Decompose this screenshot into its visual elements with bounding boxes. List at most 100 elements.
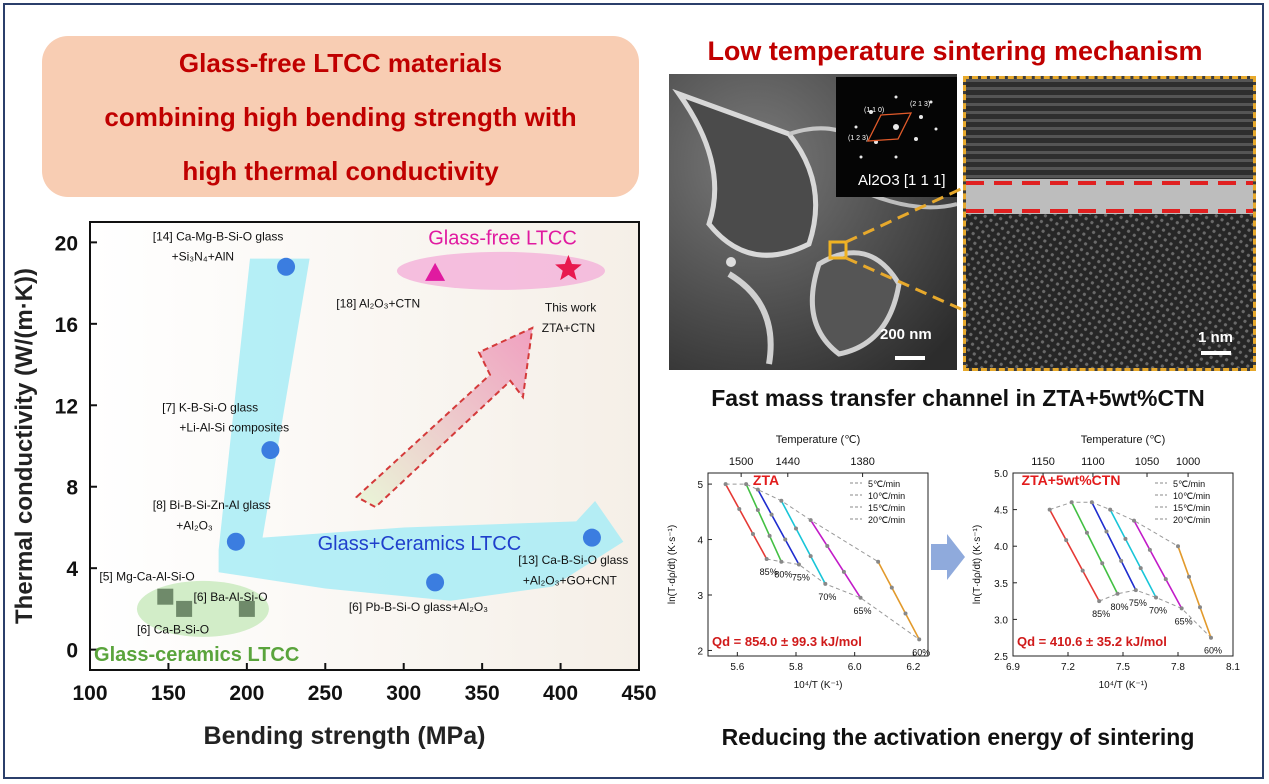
improvement-arrow [354,326,534,509]
y-axis-title: ln(T·dρ/dt) (K·s⁻¹) [972,525,983,604]
data-point-glass-ceramic [157,588,174,605]
density-fit-line [1091,501,1137,591]
rate-data-point [1097,599,1102,604]
rate-data-point [889,585,894,590]
x-tick-label: 7.5 [1116,662,1130,673]
x-axis-title: Bending strength (MPa) [204,722,486,750]
rate-data-point [808,518,813,523]
rate-data-point [1154,595,1158,600]
label-this-work-line2: ZTA+CTN [542,321,595,335]
zoom-region-marker [828,240,848,260]
x-tick-label: 6.9 [1006,662,1020,673]
legend-entry: 20℃/min [868,515,905,525]
diffraction-pattern [854,95,938,159]
diffraction-label-110: (1 1 0) [864,107,885,114]
headline-line-3: high thermal conductivity [182,156,499,186]
rate-data-point [783,537,788,542]
legend-entry: 20℃/min [1173,515,1210,525]
rate-data-point [779,559,784,564]
y-tick-label: 4.5 [994,506,1008,517]
density-fit-line [1109,509,1157,598]
activation-energy-annotation: Qd = 410.6 ± 35.2 kJ/mol [1017,634,1167,649]
rate-data-point [858,595,863,600]
label-bi-b-si-zn-al-line1: [8] Bi-B-Si-Zn-Al glass [153,498,271,512]
label-this-work-line1: This work [545,301,597,315]
rate-data-point [767,533,772,538]
x-tick-label: 250 [308,682,343,705]
data-point-glass-ceramic [176,600,193,617]
label-ca-mg-b-si-o-line1: [14] Ca-Mg-B-Si-O glass [153,229,284,243]
label-mg-ca-al-si-o: [5] Mg-Ca-Al-Si-O [99,569,194,583]
x-tick-label: 6.2 [906,662,920,673]
data-point-glass-ceramics [261,441,280,460]
y-tick-label: 16 [55,314,78,337]
legend-entry: 15℃/min [1173,503,1210,513]
comparison-arrow [931,534,965,580]
label-al2o3-ctn: [18] Al₂O₃+CTN [336,297,420,311]
rate-data-point [1089,500,1094,505]
glass-ceramics-ltcc-group-label: Glass+Ceramics LTCC [318,533,522,555]
glass-free-ltcc-region [396,251,605,290]
sintering-mechanism-title: Low temperature sintering mechanism [707,36,1203,66]
rate-data-point [1132,518,1136,523]
density-fit-line [809,519,862,599]
density-fit-line [780,500,827,585]
rate-data-point [1047,507,1052,512]
rate-data-point [841,569,846,574]
density-fit-line [877,561,920,640]
data-point-glass-ceramics [277,257,296,276]
y-axis-title: Thermal conductivity (W/(m·K)) [11,268,38,624]
y-tick-label: 4 [66,558,78,581]
data-point-this-work [555,254,582,281]
rate-data-point [825,544,830,549]
ztactn-arrhenius-chart: Temperature (℃) 1150 1100 1050 1000 6.9 7.2 7.5… [972,434,1240,691]
label-k-b-si-o-line2: +Li-Al-Si composites [179,421,289,435]
activation-energy-title: Reducing the activation energy of sinter… [721,724,1195,750]
y-tick-label: 0 [66,640,78,663]
top-axis-title: Temperature (℃) [776,434,861,446]
rate-data-point [1080,568,1085,573]
x-axis-title: 10⁴/T (K⁻¹) [794,680,843,691]
density-label: 70% [818,592,836,602]
rate-data-point [917,637,922,642]
rate-data-point [769,512,774,517]
diffraction-label-213: (2 1 3) [910,101,931,108]
label-ca-b-si-o-glass-line2: +Al₂O₃+GO+CNT [523,573,618,587]
zone-axis-label: Al2O3 [1 1 1] [858,172,946,189]
rate-data-point [1163,577,1168,582]
data-point-glass-ceramics [226,532,245,551]
rate-data-point [794,526,798,531]
top-tick-label: 1100 [1081,456,1105,468]
rate-data-point [1133,588,1138,593]
rate-data-point [764,556,769,561]
rate-data-point [1147,547,1152,552]
rate-data-point [750,532,755,536]
headline-line-2: combining high bending strength with [104,102,577,132]
density-fit-line [1177,545,1212,638]
top-axis-title: Temperature (℃) [1081,434,1166,446]
rate-data-point [876,559,881,564]
x-tick-label: 150 [151,682,186,705]
legend-entry: 10℃/min [1173,491,1210,501]
rate-data-point [1084,530,1089,535]
rate-data-point [1108,507,1113,512]
density-fit-line [1133,520,1183,609]
rate-data-point [779,498,784,503]
x-tick-label: 7.2 [1061,662,1075,673]
rate-data-point [903,611,908,616]
density-label: 70% [1149,605,1167,615]
label-ba-al-si-o: [6] Ba-Al-Si-O [194,590,268,604]
y-tick-label: 5.0 [994,469,1008,480]
density-fit-line [1070,501,1119,595]
density-label: 75% [792,573,810,583]
plot-frame [707,472,929,657]
top-tick-label: 1440 [776,456,800,468]
headline-banner: Glass-free LTCC materials combining high… [42,36,639,197]
rate-data-point [1115,591,1120,596]
top-tick-label: 1380 [850,456,874,468]
top-tick-label: 1500 [729,456,753,468]
figure-frame [3,3,1264,779]
legend-entry: 5℃/min [868,479,900,489]
rate-data-point [808,554,813,559]
x-axis-title: 10⁴/T (K⁻¹) [1099,680,1148,691]
